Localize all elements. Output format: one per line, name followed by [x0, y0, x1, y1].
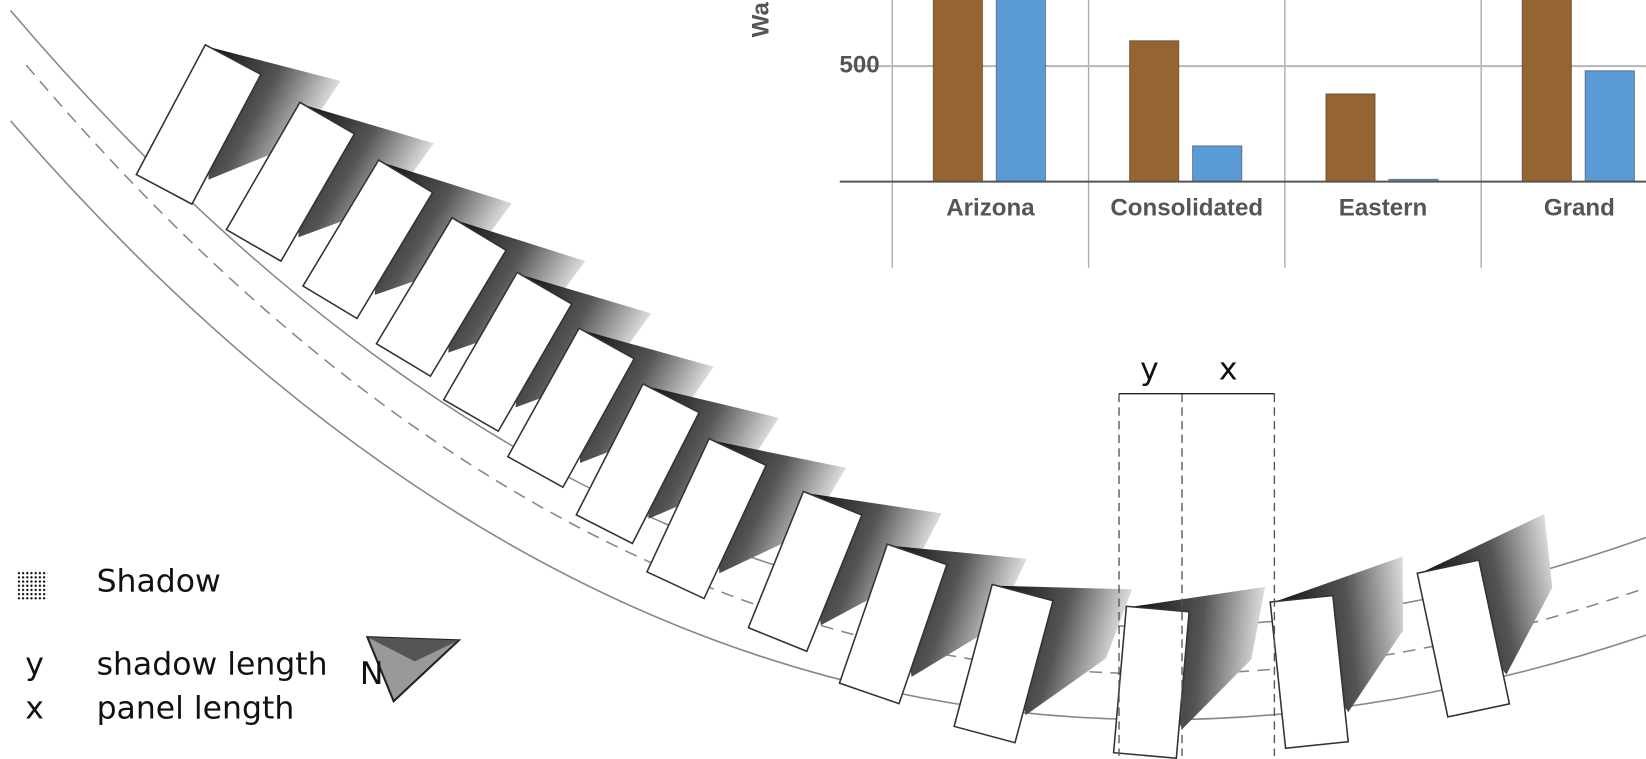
page: y x Shadow y shadow length x panel lengt… [0, 0, 1646, 759]
legend-label: panel length [97, 691, 295, 727]
bar [1585, 71, 1634, 182]
x-tick-label: Eastern [1339, 194, 1428, 221]
shadow-swatch [18, 570, 47, 599]
y-axis-label: Wa [747, 2, 774, 38]
legend-symbol: x [25, 691, 44, 727]
x-tick-label: Arizona [946, 194, 1035, 221]
panel [1267, 556, 1421, 748]
y-tick-label: 500 [839, 51, 879, 78]
legend-label: Shadow [97, 564, 221, 600]
legend-label: shadow length [97, 647, 328, 683]
x-tick-label: Consolidated [1110, 194, 1263, 221]
legend-symbol: y [25, 647, 44, 683]
north-label: N [360, 656, 384, 692]
x-tick-label: Grand [1544, 194, 1615, 221]
bar [1130, 41, 1179, 182]
panel-face [1114, 606, 1190, 758]
dim-label: y [1140, 352, 1159, 388]
bar-chart: 500 Wa Arizona Consolidated Eastern Grand [747, 0, 1646, 271]
bar [933, 0, 982, 182]
dim-label: x [1219, 352, 1238, 388]
panel [1411, 514, 1582, 717]
bar [996, 0, 1045, 182]
bar [1522, 0, 1571, 182]
panel [1114, 575, 1266, 759]
bar [1326, 94, 1375, 182]
bar [1193, 146, 1242, 182]
